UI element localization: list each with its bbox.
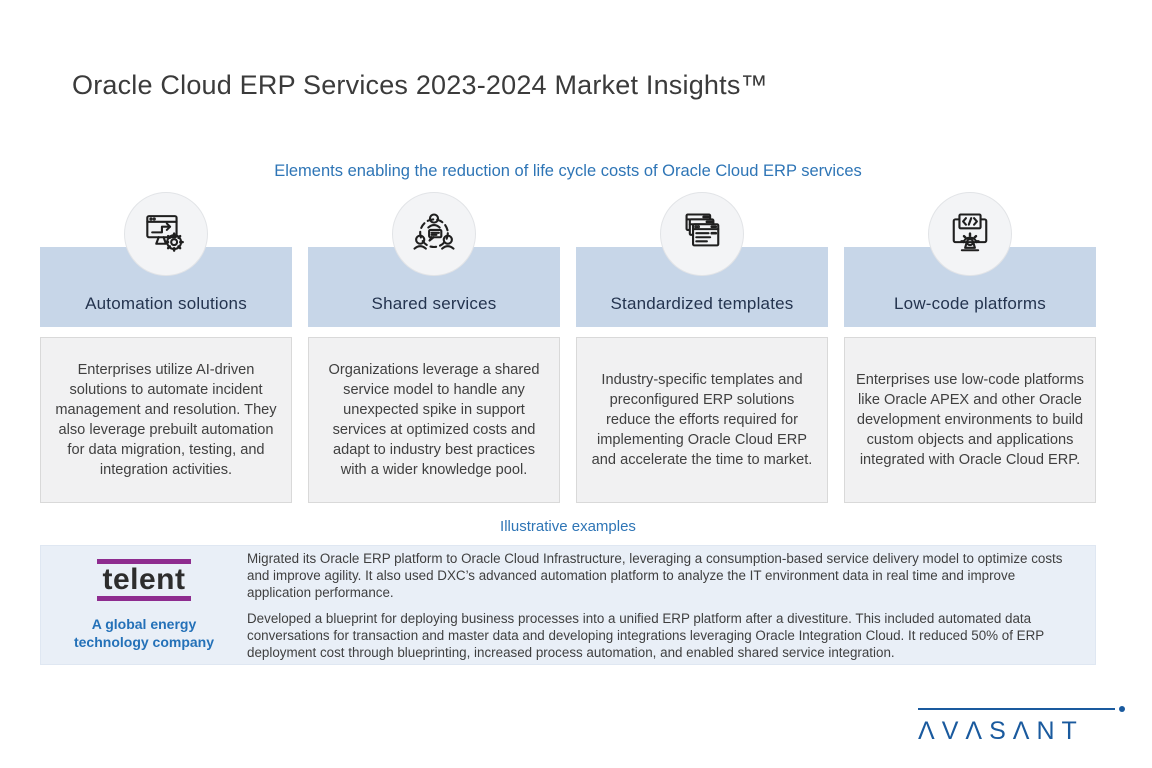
avasant-logo-line	[918, 708, 1115, 710]
example-paragraph-1: Migrated its Oracle ERP platform to Orac…	[247, 550, 1063, 600]
column-automation-solutions: Automation solutions Enterprises utilize…	[40, 192, 292, 503]
body-low-code-platforms: Enterprises use low-code platforms like …	[844, 337, 1096, 503]
column-shared-services: Shared services Organizations leverage a…	[308, 192, 560, 503]
example-paragraphs: Migrated its Oracle ERP platform to Orac…	[247, 546, 1095, 664]
avasant-logo-rule	[918, 706, 1125, 712]
elements-columns: Automation solutions Enterprises utilize…	[40, 192, 1096, 503]
example-company: telent A global energy technology compan…	[41, 546, 247, 664]
illustrative-examples-label: Illustrative examples	[500, 518, 636, 535]
column-low-code-platforms: Low-code platforms Enterprises use low-c…	[844, 192, 1096, 503]
subtitle: Elements enabling the reduction of life …	[274, 162, 862, 180]
avasant-logo: ΛVΛSΛNT	[918, 706, 1125, 746]
example-banner: telent A global energy technology compan…	[40, 545, 1096, 665]
column-description: Organizations leverage a shared service …	[328, 362, 540, 478]
shared-people-chat-icon	[392, 192, 476, 276]
body-automation-solutions: Enterprises utilize AI-driven solutions …	[40, 337, 292, 503]
avasant-logo-dot	[1119, 706, 1125, 712]
body-shared-services: Organizations leverage a shared service …	[308, 337, 560, 503]
avasant-wordmark: ΛVΛSΛNT	[918, 717, 1084, 745]
column-title: Shared services	[371, 294, 497, 313]
column-description: Enterprises utilize AI-driven solutions …	[55, 362, 277, 478]
telent-logo: telent	[97, 558, 191, 602]
column-standardized-templates: Standardized templates Industry-specific…	[576, 192, 828, 503]
column-title: Low-code platforms	[894, 294, 1046, 313]
stacked-windows-icon	[660, 192, 744, 276]
header-shared-services: Shared services	[308, 247, 560, 327]
automation-monitor-gear-icon	[124, 192, 208, 276]
body-standardized-templates: Industry-specific templates and preconfi…	[576, 337, 828, 503]
column-description: Enterprises use low-code platforms like …	[856, 372, 1084, 468]
example-paragraph-2: Developed a blueprint for deploying busi…	[247, 610, 1044, 660]
company-tagline: A global energy technology company	[73, 616, 215, 651]
column-title: Automation solutions	[85, 294, 247, 313]
column-description: Industry-specific templates and preconfi…	[591, 372, 813, 468]
page-title: Oracle Cloud ERP Services 2023-2024 Mark…	[72, 70, 768, 100]
low-code-monitor-icon	[928, 192, 1012, 276]
column-title: Standardized templates	[610, 294, 794, 313]
